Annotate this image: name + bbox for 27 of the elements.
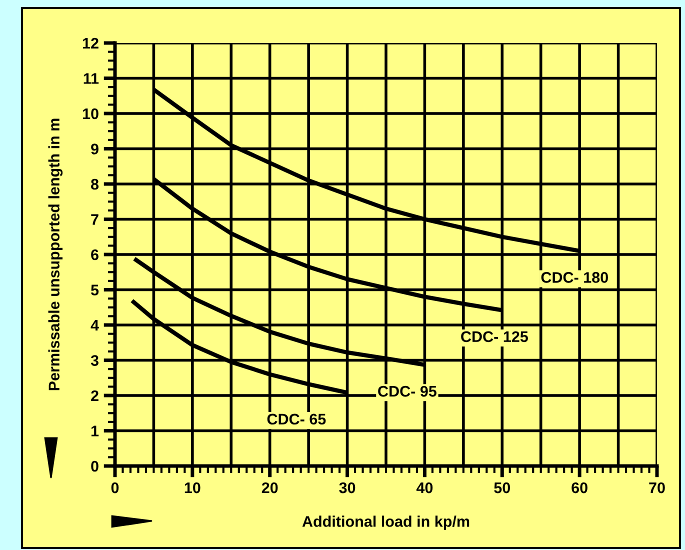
y-tick-label: 0 (91, 460, 98, 472)
y-tick-label: 11 (84, 73, 99, 84)
x-tick-label: 20 (262, 482, 278, 494)
y-tick-label: 3 (90, 355, 98, 366)
series-label: CDC- 180 (541, 272, 608, 283)
x-tick-label: 0 (111, 482, 119, 494)
y-tick-label: 4 (90, 320, 99, 331)
x-axis-title: Additional load in kp/m (302, 516, 470, 530)
series-label: CDC- 95 (378, 386, 436, 397)
y-tick-label: 10 (83, 108, 98, 120)
x-tick-label: 70 (649, 482, 665, 494)
y-axis-title: Permissable unsupported length in m (48, 118, 63, 390)
y-tick-label: 6 (91, 249, 98, 260)
y-tick-label: 8 (91, 178, 99, 190)
x-tick-label: 50 (494, 482, 510, 494)
x-tick-label: 30 (339, 482, 356, 494)
y-tick-label: 7 (91, 214, 98, 225)
series-label: CDC- 125 (461, 331, 528, 342)
x-tick-label: 40 (416, 482, 433, 494)
y-tick-label: 12 (83, 38, 98, 49)
x-tick-label: 10 (184, 482, 200, 494)
y-tick-label: 5 (91, 284, 99, 296)
x-tick-label: 60 (572, 482, 588, 494)
series-label: CDC- 65 (267, 414, 326, 425)
y-tick-label: 1 (91, 426, 99, 436)
y-tick-label: 9 (91, 144, 98, 154)
y-tick-label: 2 (91, 390, 98, 402)
